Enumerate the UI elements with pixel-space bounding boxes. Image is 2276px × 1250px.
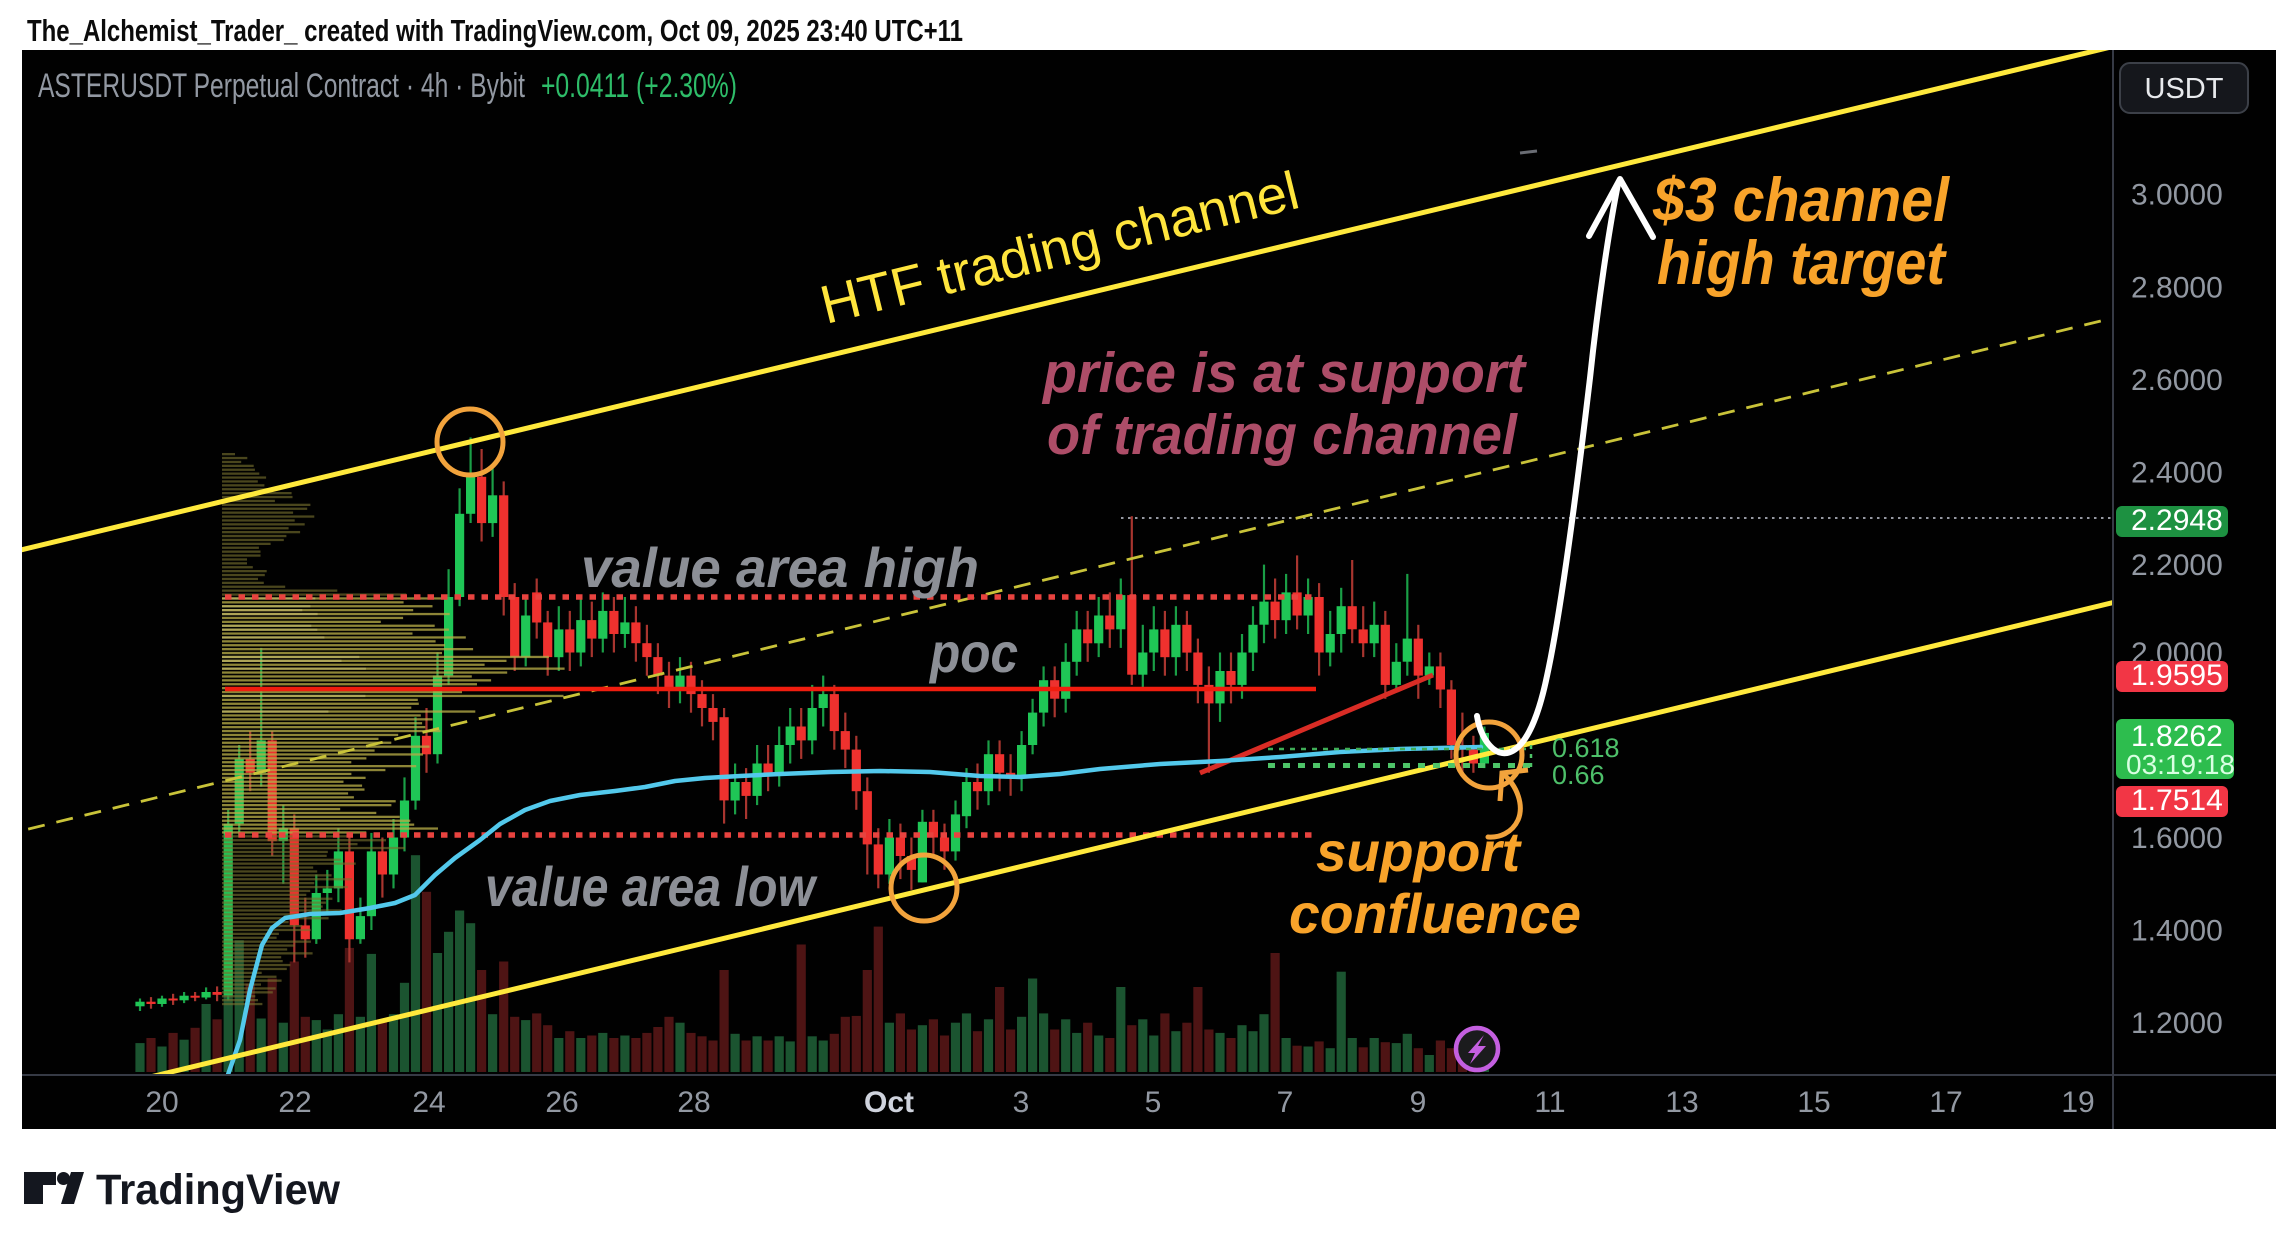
svg-text:15: 15	[1797, 1086, 1830, 1119]
svg-text:0.618: 0.618	[1552, 733, 1620, 763]
svg-text:3: 3	[1013, 1086, 1030, 1119]
svg-text:price is at support: price is at support	[1041, 341, 1527, 405]
svg-text:20: 20	[145, 1086, 178, 1119]
svg-text:24: 24	[412, 1086, 445, 1119]
svg-text:+0.0411 (+2.30%): +0.0411 (+2.30%)	[541, 67, 737, 105]
svg-text:03:19:18: 03:19:18	[2126, 749, 2235, 780]
svg-text:TradingView: TradingView	[96, 1166, 341, 1214]
svg-text:The_Alchemist_Trader_ created: The_Alchemist_Trader_ created with Tradi…	[27, 13, 963, 48]
svg-text:1.6000: 1.6000	[2131, 822, 2223, 855]
svg-text:13: 13	[1665, 1086, 1698, 1119]
svg-text:2.2948: 2.2948	[2131, 504, 2223, 537]
svg-text:USDT: USDT	[2145, 73, 2224, 105]
svg-text:26: 26	[545, 1086, 578, 1119]
svg-text:confluence: confluence	[1289, 882, 1581, 945]
svg-text:28: 28	[677, 1086, 710, 1119]
svg-text:2.6000: 2.6000	[2131, 364, 2223, 397]
svg-text:5: 5	[1145, 1086, 1162, 1119]
svg-text:ASTERUSDT Perpetual Contract ·: ASTERUSDT Perpetual Contract · 4h · Bybi…	[38, 67, 525, 105]
svg-text:value area low: value area low	[485, 855, 818, 918]
svg-text:1.2000: 1.2000	[2131, 1007, 2223, 1040]
svg-text:poc: poc	[928, 621, 1018, 684]
svg-text:7: 7	[1277, 1086, 1294, 1119]
svg-text:Oct: Oct	[864, 1086, 914, 1119]
svg-text:17: 17	[1929, 1086, 1962, 1119]
svg-text:$3 channel: $3 channel	[1652, 166, 1951, 235]
svg-text:2.4000: 2.4000	[2131, 457, 2223, 490]
svg-text:11: 11	[1534, 1086, 1565, 1119]
svg-text:2.2000: 2.2000	[2131, 549, 2223, 582]
svg-text:3.0000: 3.0000	[2131, 179, 2223, 212]
svg-text:22: 22	[278, 1086, 311, 1119]
svg-text:1.7514: 1.7514	[2131, 784, 2223, 817]
svg-text:19: 19	[2061, 1086, 2094, 1119]
svg-text:1.8262: 1.8262	[2131, 720, 2223, 753]
svg-text:high target: high target	[1657, 229, 1947, 298]
svg-text:1.4000: 1.4000	[2131, 915, 2223, 948]
svg-text:of trading channel: of trading channel	[1047, 403, 1518, 467]
svg-text:0.66: 0.66	[1552, 760, 1605, 790]
svg-text:2.8000: 2.8000	[2131, 272, 2223, 305]
svg-text:9: 9	[1410, 1086, 1427, 1119]
svg-text:value area high: value area high	[581, 536, 979, 599]
svg-text:support: support	[1316, 820, 1522, 883]
svg-text:1.9595: 1.9595	[2131, 659, 2223, 692]
